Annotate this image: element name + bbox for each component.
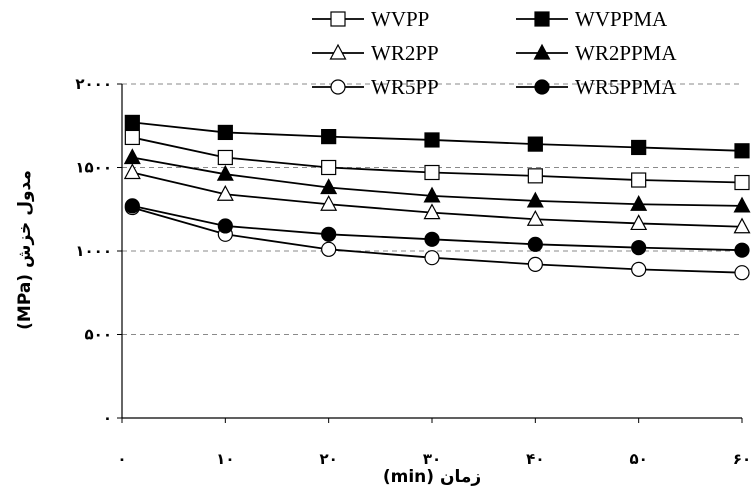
legend-marker-wr5pp — [330, 79, 346, 95]
data-point-wr5ppma — [321, 226, 337, 242]
x-tick-label: ۳۰ — [423, 450, 441, 468]
x-tick-label: ۴۰ — [526, 450, 544, 468]
data-point-wr2pp — [123, 163, 141, 180]
x-tick-label: ۲۰ — [320, 450, 338, 468]
legend-label: WR2PPMA — [575, 41, 677, 65]
series-group — [123, 114, 751, 281]
data-point-wvpp — [631, 172, 647, 188]
legend-item-wvpp: WVPP — [312, 7, 429, 31]
legend-item-wr2pp: WR2PP — [312, 41, 439, 65]
legend-marker-wr5ppma — [534, 79, 550, 95]
data-point-wvpp — [217, 149, 233, 166]
y-tick-labels: ۰ ۵۰۰ ۱۰۰۰ ۱۵۰۰ ۲۰۰۰ — [75, 75, 112, 427]
legend-marker-wr2pp — [329, 43, 347, 60]
data-point-wr5pp — [321, 241, 337, 257]
legend-item-wr2ppma: WR2PPMA — [516, 41, 677, 65]
x-tick-label: ۰ — [117, 450, 126, 468]
legend: WVPP WVPPMA WR2PP WR2PPMA WR5PP WR5PPMA — [312, 7, 677, 99]
data-point-wvppma — [321, 129, 337, 145]
x-axis-title: زمان (min) — [383, 467, 481, 487]
data-point-wr2pp — [630, 214, 648, 231]
legend-label: WR5PP — [371, 75, 439, 99]
data-point-wr5ppma — [217, 218, 233, 234]
data-point-wr5ppma — [734, 242, 750, 258]
data-point-wvpp — [424, 164, 440, 181]
data-point-wr2pp — [216, 184, 234, 201]
data-point-wvppma — [424, 132, 440, 148]
y-tick-label: ۱۵۰۰ — [75, 159, 112, 177]
y-tick-label: ۵۰۰ — [85, 326, 112, 344]
data-point-wr2ppma — [123, 148, 141, 165]
data-point-wr2pp — [526, 209, 544, 226]
data-point-wr2ppma — [526, 191, 544, 208]
y-tick-label: ۰ — [103, 409, 112, 427]
data-point-wr5pp — [631, 261, 647, 277]
data-point-wvppma — [527, 136, 543, 152]
data-point-wr2ppma — [320, 178, 338, 195]
data-point-wvppma — [124, 114, 140, 131]
data-point-wr2pp — [320, 194, 338, 211]
data-point-wr5pp — [527, 256, 543, 272]
series-wr2pp — [123, 163, 751, 234]
legend-label: WVPP — [371, 7, 429, 31]
legend-marker-wvpp — [330, 11, 346, 27]
legend-marker-wr2ppma — [533, 43, 551, 60]
data-point-wvpp — [124, 129, 140, 146]
legend-item-wr5pp: WR5PP — [312, 75, 439, 99]
data-point-wr2pp — [423, 203, 441, 220]
axes — [117, 83, 743, 423]
data-point-wr2ppma — [423, 186, 441, 203]
data-point-wr5ppma — [424, 231, 440, 247]
legend-marker-wvppma — [534, 11, 550, 27]
y-tick-label: ۲۰۰۰ — [75, 75, 112, 93]
legend-label: WR2PP — [371, 41, 439, 65]
data-point-wvppma — [734, 143, 750, 159]
data-point-wr5ppma — [527, 236, 543, 252]
data-point-wvppma — [217, 124, 233, 141]
data-point-wr5pp — [734, 265, 750, 281]
data-point-wr2ppma — [630, 194, 648, 211]
data-point-wvpp — [734, 174, 750, 191]
data-point-wr5pp — [424, 250, 440, 266]
data-point-wr2ppma — [733, 196, 751, 213]
data-point-wvpp — [321, 159, 337, 176]
y-tick-label: ۱۰۰۰ — [75, 242, 112, 260]
y-axis-title: مدول خزش (MPa) — [15, 170, 35, 330]
x-tick-label: ۵۰ — [630, 450, 648, 468]
x-tick-label: ۱۰ — [216, 450, 234, 468]
x-tick-labels: ۰ ۱۰ ۲۰ ۳۰ ۴۰ ۵۰ ۶۰ — [117, 450, 751, 468]
series-wvpp — [124, 129, 750, 191]
series-wr2ppma — [123, 148, 751, 213]
series-wr5ppma — [124, 198, 750, 258]
x-tick-label: ۶۰ — [733, 450, 751, 468]
data-point-wvpp — [527, 168, 543, 184]
data-point-wr2ppma — [216, 164, 234, 181]
data-point-wvppma — [631, 139, 647, 156]
series-wvppma — [124, 114, 750, 159]
data-point-wr5ppma — [631, 240, 647, 256]
legend-label: WVPPMA — [575, 7, 668, 31]
data-point-wr2pp — [733, 217, 751, 234]
data-point-wr5ppma — [124, 198, 140, 214]
legend-item-wvppma: WVPPMA — [516, 7, 668, 31]
legend-label: WR5PPMA — [575, 75, 677, 99]
legend-item-wr5ppma: WR5PPMA — [516, 75, 677, 99]
